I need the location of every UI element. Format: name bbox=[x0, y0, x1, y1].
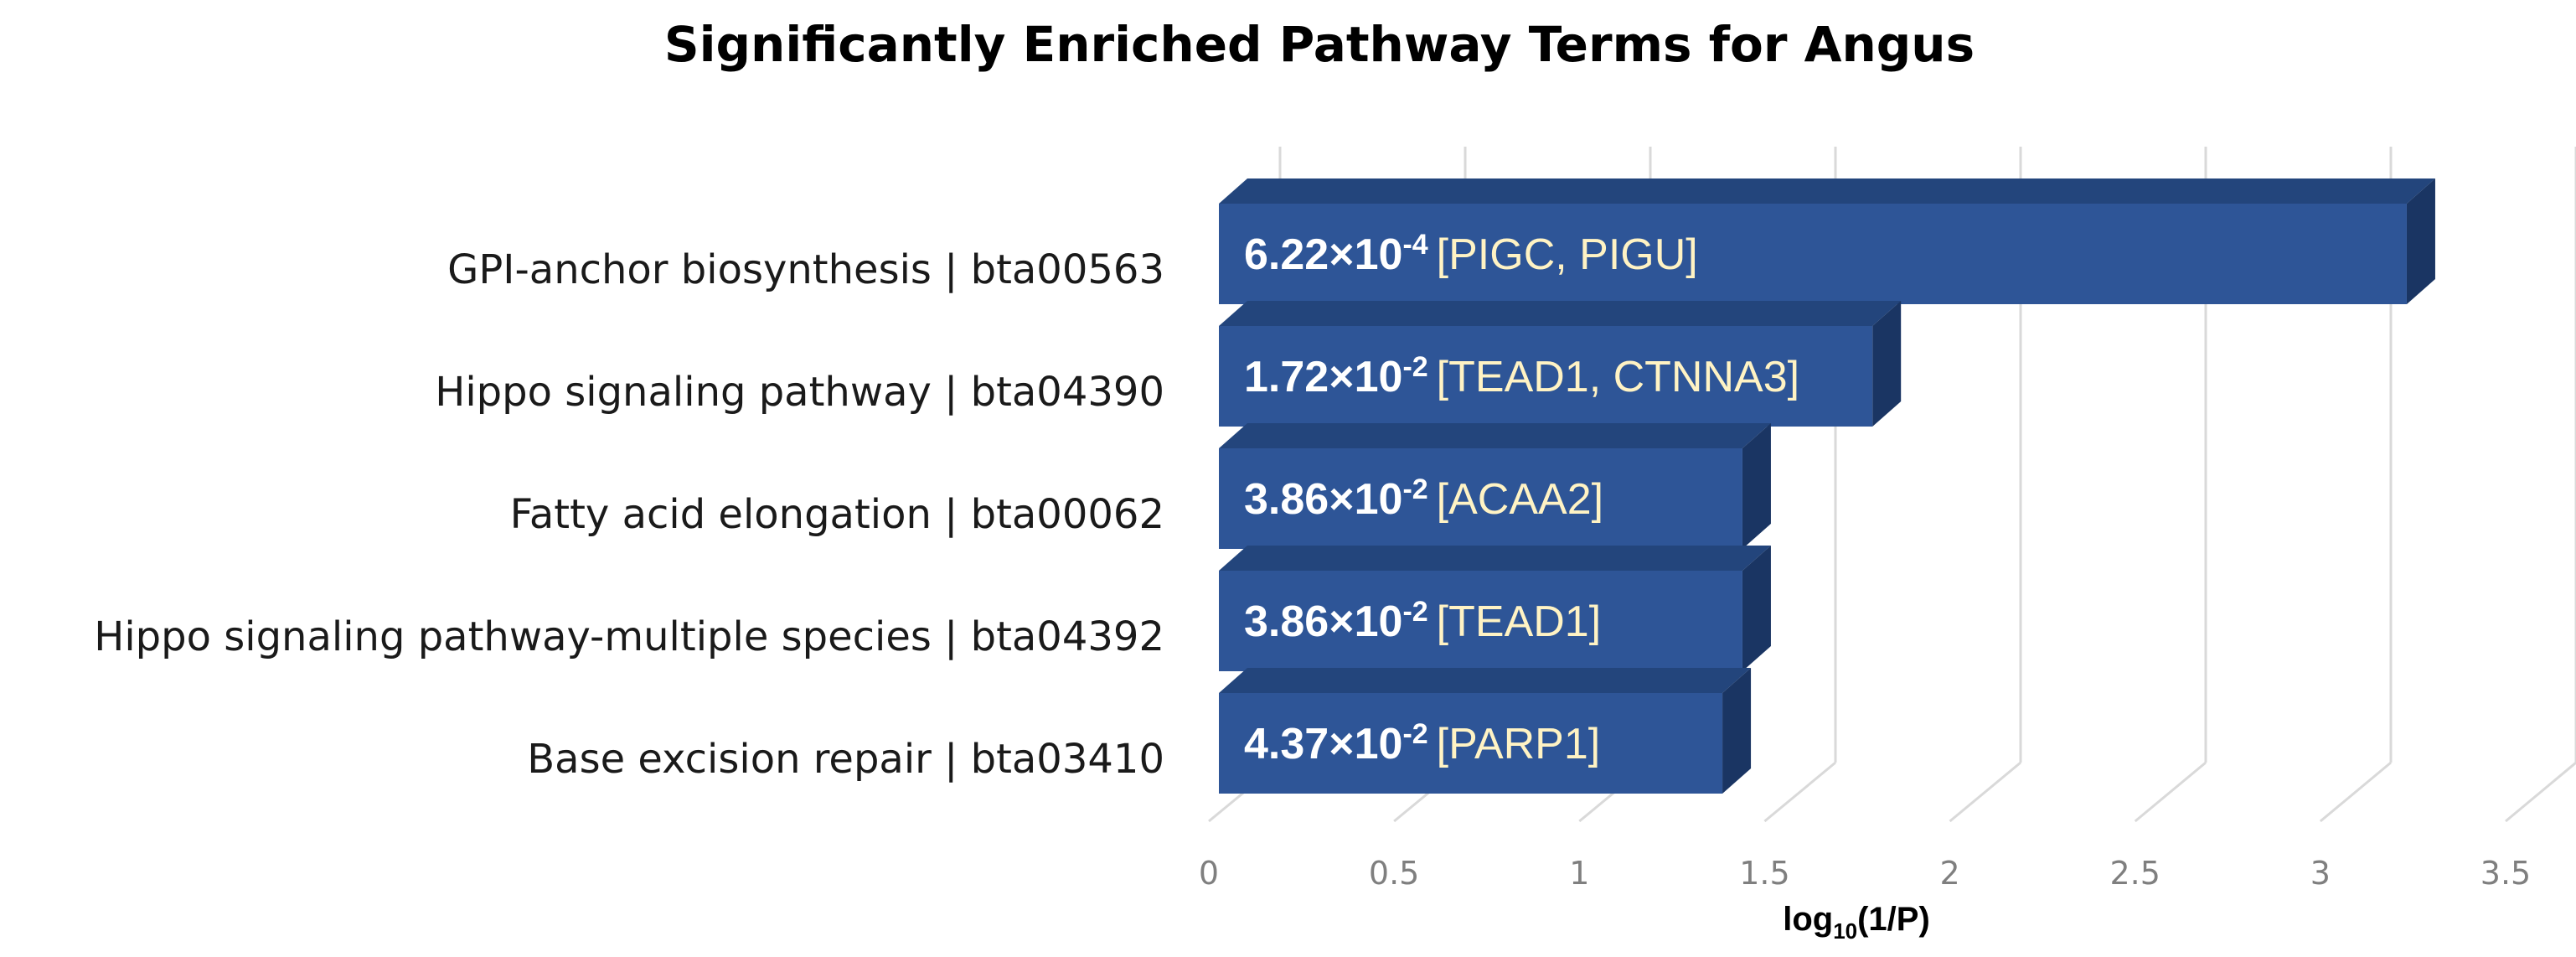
bar-side-face bbox=[2406, 178, 2435, 304]
gridline bbox=[2505, 147, 2576, 823]
x-tick-label: 3.5 bbox=[2480, 855, 2531, 892]
category-label: GPI-anchor biosynthesis | bta00563 bbox=[447, 246, 1164, 293]
x-tick-label: 0.5 bbox=[1369, 855, 1419, 892]
bar-data-label: 1.72×10-2 [TEAD1, CTNNA3] bbox=[1244, 351, 1799, 401]
x-tick-label: 3 bbox=[2310, 855, 2331, 892]
bar-side-face bbox=[1742, 546, 1771, 671]
bar-data-label: 3.86×10-2 [ACAA2] bbox=[1244, 473, 1603, 524]
bar: 6.22×10-4 [PIGC, PIGU] bbox=[1219, 178, 2435, 304]
bar-front-face bbox=[1219, 571, 1742, 671]
bar-top-face bbox=[1219, 178, 2435, 204]
chart-title: Significantly Enriched Pathway Terms for… bbox=[664, 16, 1975, 73]
bar-front-face bbox=[1219, 326, 1873, 427]
bar-front-face bbox=[1219, 204, 2407, 304]
bar: 1.72×10-2 [TEAD1, CTNNA3] bbox=[1219, 301, 1902, 427]
bar: 3.86×10-2 [TEAD1] bbox=[1219, 546, 1771, 671]
x-tick-label: 1 bbox=[1569, 855, 1589, 892]
category-label: Hippo signaling pathway | bta04390 bbox=[435, 369, 1164, 416]
x-tick-label: 2 bbox=[1939, 855, 1959, 892]
bars: 6.22×10-4 [PIGC, PIGU] 1.72×10-2 [TEAD1, CT… bbox=[1219, 178, 2435, 794]
bar-front-face bbox=[1219, 448, 1742, 549]
x-tick-label: 1.5 bbox=[1739, 855, 1789, 892]
x-tick-label: 0 bbox=[1199, 855, 1219, 892]
category-label: Base excision repair | bta03410 bbox=[527, 736, 1164, 783]
bar-top-face bbox=[1219, 668, 1752, 693]
x-axis-ticks: 0 0.5 1 1.5 2 2.5 3 3.5 bbox=[1199, 855, 2531, 892]
bar-side-face bbox=[1722, 668, 1752, 794]
category-labels: GPI-anchor biosynthesis | bta00563 Hippo … bbox=[94, 246, 1164, 783]
bar-data-label: 4.37×10-2 [PARP1] bbox=[1244, 718, 1600, 768]
bar-front-face bbox=[1219, 693, 1723, 794]
bar: 3.86×10-2 [ACAA2] bbox=[1219, 423, 1771, 549]
x-tick-label: 2.5 bbox=[2109, 855, 2160, 892]
bar-top-face bbox=[1219, 423, 1771, 448]
bar-side-face bbox=[1872, 301, 1902, 427]
bar-data-label: 3.86×10-2 [TEAD1] bbox=[1244, 596, 1601, 646]
x-axis-label: log10(1/P) bbox=[1783, 901, 1930, 944]
category-label: Fatty acid elongation | bta00062 bbox=[510, 491, 1164, 538]
bar-top-face bbox=[1219, 301, 1902, 326]
bar-data-label: 6.22×10-4 [PIGC, PIGU] bbox=[1244, 229, 1698, 279]
bar: 4.37×10-2 [PARP1] bbox=[1219, 668, 1752, 794]
bar-side-face bbox=[1742, 423, 1771, 549]
category-label: Hippo signaling pathway-multiple species… bbox=[94, 613, 1164, 660]
bar-top-face bbox=[1219, 546, 1771, 571]
